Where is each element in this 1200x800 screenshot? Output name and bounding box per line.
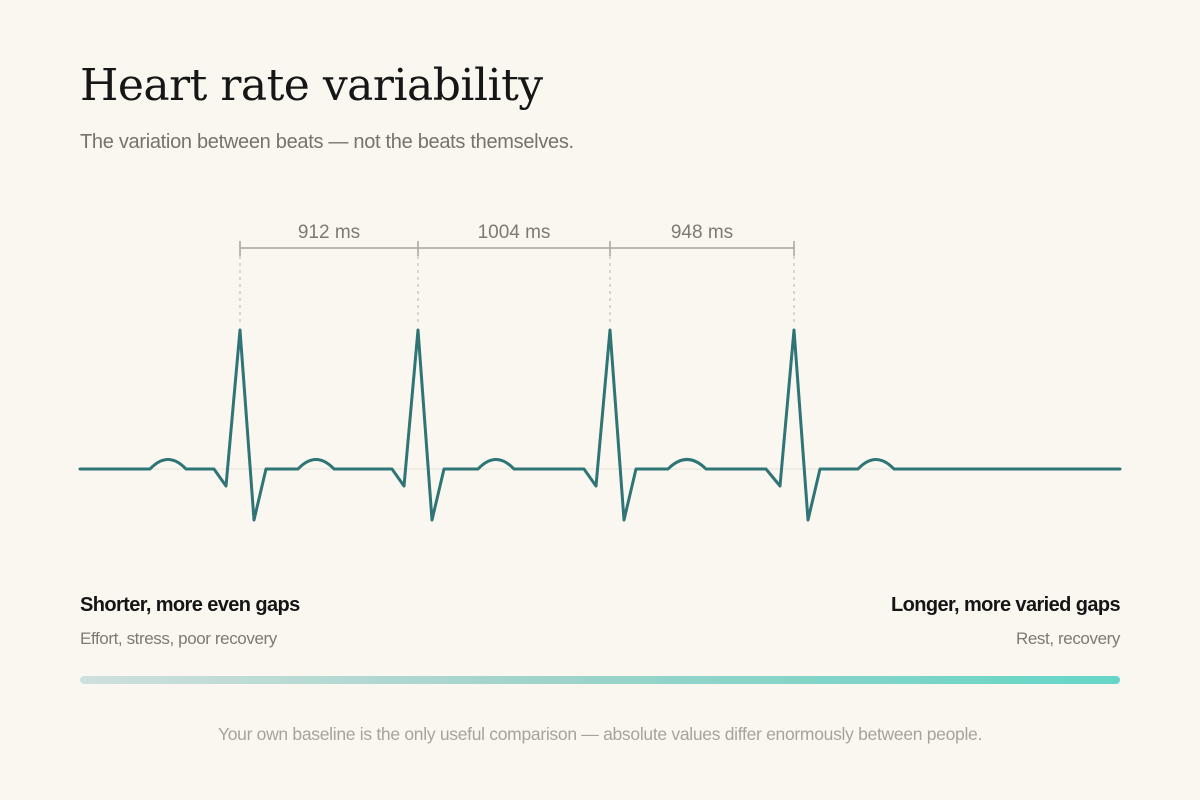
- low-hrv-description: Effort, stress, poor recovery: [80, 629, 277, 648]
- ecg-trace: [78, 328, 1122, 522]
- footnote: Your own baseline is the only useful com…: [217, 724, 983, 744]
- hrv-gradient-scale: [80, 676, 1120, 684]
- page-subtitle: The variation between beats — not the be…: [80, 131, 574, 153]
- interval-label-3: 948 ms: [671, 222, 733, 243]
- peak-guides: [239, 256, 795, 326]
- interval-brackets: [239, 241, 795, 256]
- high-hrv-description: Rest, recovery: [1016, 629, 1120, 648]
- interval-label-2: 1004 ms: [478, 222, 551, 243]
- high-hrv-heading: Longer, more varied gaps: [890, 594, 1121, 616]
- low-hrv-heading: Shorter, more even gaps: [80, 594, 300, 616]
- page-title: Heart rate variability: [80, 60, 543, 111]
- interval-label-1: 912 ms: [298, 222, 360, 243]
